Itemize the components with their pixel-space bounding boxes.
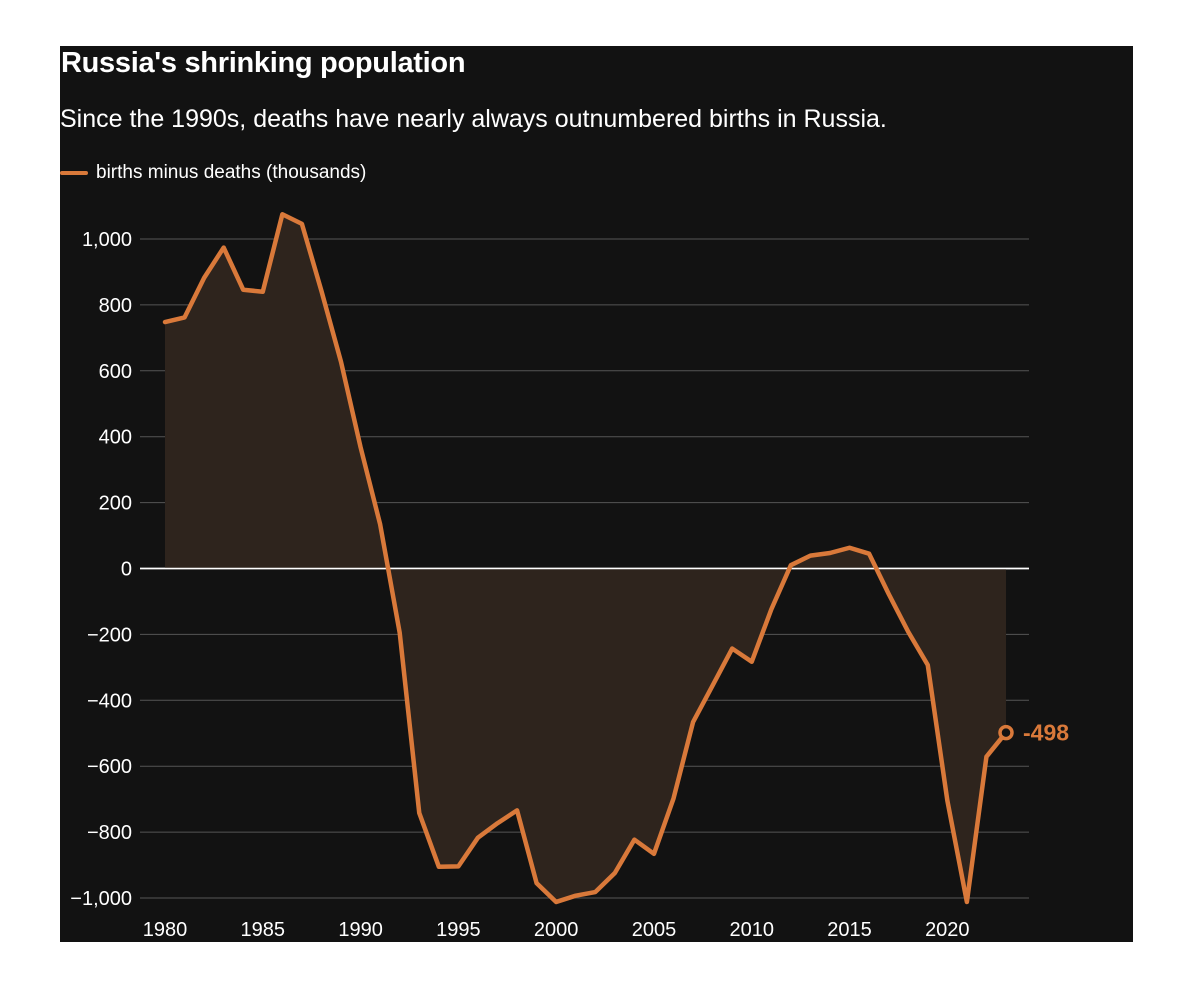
x-tick-label: 2010: [729, 919, 774, 941]
x-tick-label: 1995: [436, 919, 481, 941]
x-tick-label: 1980: [143, 919, 188, 941]
y-tick-label: 0: [121, 559, 132, 581]
x-tick-label: 1985: [241, 919, 286, 941]
y-tick-label: 600: [99, 361, 132, 383]
chart-subtitle: Since the 1990s, deaths have nearly alwa…: [60, 105, 887, 133]
y-tick-label: −1,000: [70, 888, 132, 910]
y-tick-label: −800: [87, 822, 132, 844]
x-tick-label: 2005: [632, 919, 677, 941]
chart-title: Russia's shrinking population: [61, 47, 466, 79]
series-line: [162, 212, 1009, 905]
legend-swatch: [60, 171, 88, 175]
y-tick-label: 400: [99, 427, 132, 449]
end-value-label: -498: [1023, 720, 1069, 746]
y-tick-label: −200: [87, 624, 132, 646]
x-tick-label: 2000: [534, 919, 579, 941]
legend-label: births minus deaths (thousands): [96, 162, 367, 183]
end-point-marker: [998, 724, 1014, 741]
x-tick-label: 2020: [925, 919, 970, 941]
x-tick-label: 1990: [338, 919, 383, 941]
y-tick-label: −400: [87, 690, 132, 712]
series-area: [165, 214, 1006, 902]
y-tick-label: −600: [87, 756, 132, 778]
legend: births minus deaths (thousands): [60, 160, 366, 186]
x-tick-label: 2015: [827, 919, 872, 941]
y-tick-label: 200: [99, 493, 132, 515]
y-tick-label: 1,000: [82, 229, 132, 251]
y-tick-label: 800: [99, 295, 132, 317]
